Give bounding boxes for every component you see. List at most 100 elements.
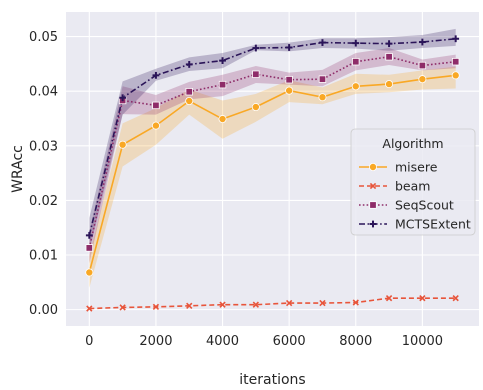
marker-stroke bbox=[385, 294, 393, 302]
misere-point bbox=[218, 115, 227, 124]
y-tick-label: 0.04 bbox=[29, 85, 58, 100]
legend-item-seqscout: SeqScout bbox=[359, 198, 454, 213]
mctsextent-point bbox=[385, 40, 393, 48]
series-lines bbox=[88, 37, 456, 310]
legend-marker bbox=[369, 182, 377, 190]
beam-line bbox=[89, 297, 456, 310]
misere-point bbox=[285, 86, 294, 95]
mctsextent-point bbox=[352, 39, 360, 47]
legend-label: SeqScout bbox=[395, 198, 454, 213]
seqscout-point bbox=[218, 80, 227, 89]
x-axis-label: iterations bbox=[239, 372, 305, 388]
legend-marker bbox=[369, 220, 377, 228]
y-tick-labels: 0.00 0.01 0.02 0.03 0.04 0.05 bbox=[29, 30, 58, 318]
mctsextent-point bbox=[185, 61, 193, 68]
beam-point bbox=[419, 294, 426, 302]
beam-point bbox=[285, 299, 293, 307]
mctsextent-point bbox=[319, 39, 326, 46]
legend-marker bbox=[368, 162, 377, 171]
marker-stroke bbox=[252, 301, 260, 308]
y-tick-label: 0.01 bbox=[29, 249, 58, 264]
x-tick-label: 0 bbox=[85, 334, 93, 349]
marker-stroke bbox=[419, 294, 426, 302]
mctsextent-line bbox=[88, 37, 456, 236]
misere-point bbox=[118, 140, 127, 149]
misere-band bbox=[89, 66, 456, 288]
marker-stroke bbox=[352, 299, 359, 306]
marker-stroke bbox=[319, 299, 326, 307]
x-tick-label: 4000 bbox=[206, 334, 239, 349]
seqscout-band bbox=[89, 48, 456, 264]
x-tick-label: 6000 bbox=[273, 334, 306, 349]
legend-label: MCTSExtent bbox=[395, 217, 471, 232]
seqscout-point bbox=[418, 61, 427, 70]
marker-stroke bbox=[86, 305, 93, 312]
y-axis-label: WRAcc bbox=[10, 145, 26, 193]
x-tick-labels: 0 2000 4000 6000 8000 10000 bbox=[85, 334, 443, 349]
legend: Algorithm misere beam SeqScout MCTSExtent bbox=[350, 128, 476, 236]
seqscout-point bbox=[285, 76, 293, 84]
misere-point bbox=[351, 82, 360, 91]
seqscout-line bbox=[88, 55, 456, 249]
misere-point bbox=[85, 268, 94, 277]
seqscout-point bbox=[352, 57, 360, 66]
seqscout-point bbox=[318, 75, 327, 83]
beam-point bbox=[219, 301, 226, 308]
beam-point bbox=[252, 301, 260, 308]
legend-box bbox=[350, 128, 476, 236]
seqscout-point bbox=[385, 53, 393, 61]
marker-stroke bbox=[285, 299, 293, 307]
marker-stroke bbox=[452, 294, 459, 302]
x-tick-label: 10000 bbox=[402, 334, 443, 349]
x-tick-label: 8000 bbox=[339, 334, 372, 349]
misere-point bbox=[451, 71, 460, 80]
beam-point bbox=[119, 304, 126, 311]
seqscout-point bbox=[451, 57, 460, 66]
y-tick-label: 0.05 bbox=[29, 30, 58, 45]
seqscout-point bbox=[185, 88, 193, 96]
beam-point bbox=[352, 299, 359, 306]
beam-point bbox=[452, 294, 459, 302]
seqscout-point bbox=[152, 101, 160, 110]
mctsextent-point bbox=[119, 94, 127, 102]
misere-point bbox=[318, 93, 327, 102]
legend-item-beam: beam bbox=[359, 179, 430, 194]
beam-point bbox=[86, 305, 93, 312]
beam-point bbox=[186, 302, 193, 309]
beam-point bbox=[152, 303, 160, 311]
seqscout-point bbox=[85, 244, 94, 252]
misere-line bbox=[88, 74, 456, 273]
marker-stroke bbox=[186, 302, 193, 309]
mctsextent-point bbox=[219, 57, 226, 65]
mctsextent-point bbox=[85, 231, 93, 239]
misere-point bbox=[251, 103, 260, 112]
marker-stroke bbox=[119, 304, 126, 311]
legend-marker bbox=[369, 201, 377, 209]
misere-point bbox=[185, 97, 194, 106]
legend-label: beam bbox=[395, 179, 430, 194]
legend-item-mctsextent: MCTSExtent bbox=[359, 217, 471, 232]
misere-point bbox=[151, 121, 160, 130]
legend-label: misere bbox=[395, 160, 438, 175]
misere-point bbox=[385, 80, 394, 89]
beam-point bbox=[385, 294, 393, 302]
y-tick-label: 0.02 bbox=[29, 194, 58, 209]
legend-item-misere: misere bbox=[359, 160, 438, 175]
beam-point bbox=[319, 299, 326, 307]
y-tick-label: 0.00 bbox=[29, 303, 58, 318]
mctsextent-point bbox=[452, 35, 460, 43]
seqscout-point bbox=[252, 70, 260, 78]
mctsextent-point bbox=[285, 44, 293, 51]
x-tick-label: 2000 bbox=[139, 334, 172, 349]
marker-stroke bbox=[152, 303, 160, 311]
mctsextent-point bbox=[152, 71, 160, 79]
mctsextent-point bbox=[418, 38, 426, 46]
y-tick-label: 0.03 bbox=[29, 139, 58, 154]
series-markers bbox=[85, 35, 460, 312]
marker-stroke bbox=[219, 301, 226, 308]
misere-point bbox=[418, 75, 427, 84]
marker-stroke bbox=[369, 182, 377, 190]
confidence-bands bbox=[89, 28, 456, 288]
legend-title: Algorithm bbox=[382, 136, 443, 151]
